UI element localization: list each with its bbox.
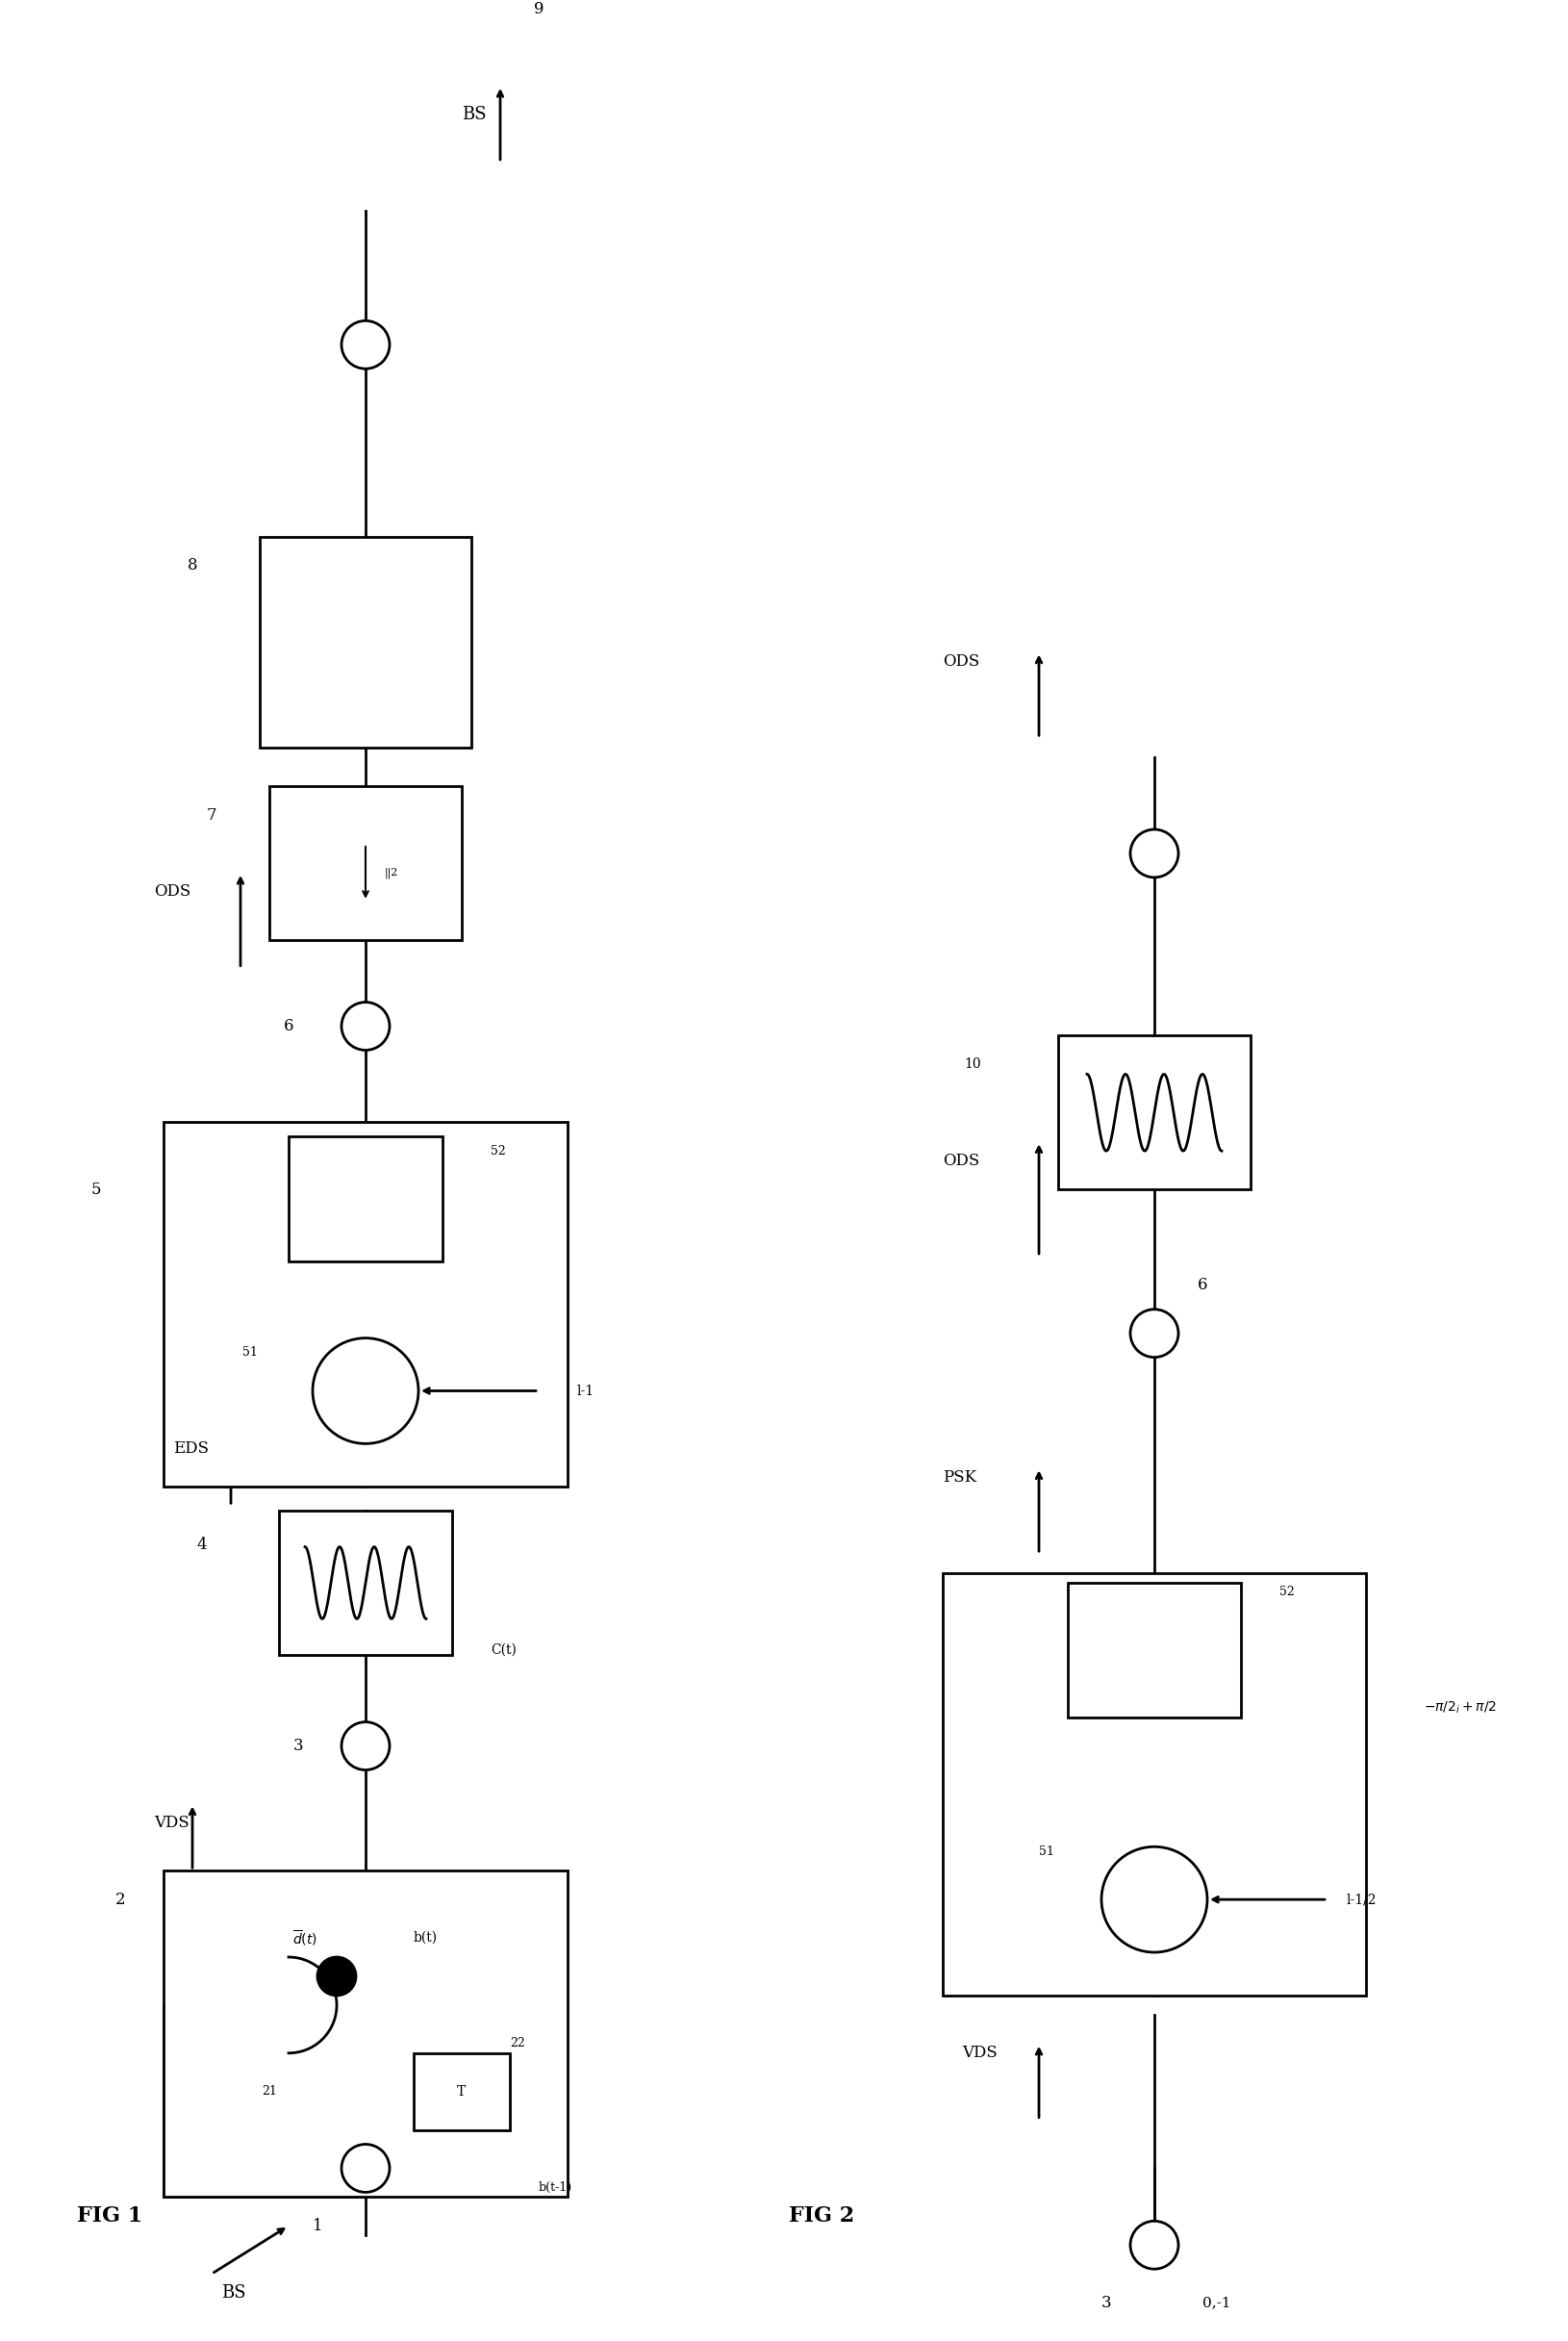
- Text: 21: 21: [262, 2086, 278, 2098]
- Text: l-1/2: l-1/2: [1345, 1894, 1377, 1906]
- Bar: [414, 2053, 510, 2130]
- Text: 5: 5: [91, 1182, 102, 1199]
- Text: ODS: ODS: [942, 653, 978, 670]
- Bar: [163, 1870, 568, 2198]
- Text: 3: 3: [1101, 2294, 1110, 2311]
- Text: ODS: ODS: [154, 883, 191, 899]
- Text: EDS: EDS: [172, 1440, 209, 1456]
- Circle shape: [317, 1957, 356, 1995]
- Circle shape: [342, 2144, 389, 2191]
- Text: ||2: ||2: [384, 866, 398, 878]
- Bar: [1068, 1583, 1240, 1718]
- Text: 7: 7: [207, 808, 216, 824]
- Text: BS: BS: [461, 105, 486, 124]
- Text: ODS: ODS: [942, 1152, 978, 1168]
- Text: 51: 51: [243, 1346, 257, 1358]
- Text: 9: 9: [533, 0, 544, 16]
- Text: 22: 22: [510, 2037, 525, 2051]
- Circle shape: [312, 1339, 419, 1444]
- Text: 6: 6: [284, 1018, 293, 1035]
- Text: FIG 2: FIG 2: [789, 2205, 855, 2226]
- Circle shape: [342, 321, 389, 370]
- Text: VDS: VDS: [154, 1814, 190, 1831]
- Text: $\overline{d}(t)$: $\overline{d}(t)$: [292, 1929, 317, 1948]
- Text: T: T: [456, 2086, 466, 2098]
- Circle shape: [342, 1723, 389, 1770]
- Text: 6: 6: [1196, 1278, 1207, 1295]
- Text: 4: 4: [196, 1536, 207, 1552]
- Circle shape: [1129, 829, 1178, 878]
- Bar: [260, 536, 470, 747]
- Text: $-\pi/2_i+\pi/2$: $-\pi/2_i+\pi/2$: [1422, 1700, 1496, 1716]
- Text: 52: 52: [491, 1145, 505, 1156]
- Text: PSK: PSK: [942, 1470, 975, 1487]
- Text: 10: 10: [964, 1058, 980, 1072]
- Text: 2: 2: [114, 1892, 125, 1908]
- Text: 3: 3: [293, 1737, 303, 1753]
- Text: 1: 1: [312, 2217, 323, 2233]
- Bar: [270, 787, 461, 939]
- Text: 52: 52: [1278, 1587, 1294, 1599]
- Bar: [1057, 1035, 1250, 1189]
- Text: VDS: VDS: [961, 2046, 997, 2062]
- Text: 51: 51: [1038, 1845, 1054, 1859]
- Circle shape: [1129, 1309, 1178, 1358]
- Text: l-1: l-1: [577, 1384, 594, 1398]
- Circle shape: [1129, 2222, 1178, 2268]
- Bar: [289, 1135, 442, 1262]
- Circle shape: [1101, 1847, 1206, 1952]
- Bar: [163, 1121, 568, 1487]
- Text: BS: BS: [221, 2285, 246, 2301]
- Bar: [942, 1573, 1366, 1995]
- Text: 0,-1: 0,-1: [1201, 2297, 1229, 2308]
- Text: 8: 8: [187, 557, 198, 574]
- Text: FIG 1: FIG 1: [77, 2205, 143, 2226]
- Bar: [279, 1510, 452, 1655]
- Text: C(t): C(t): [491, 1643, 516, 1657]
- Circle shape: [342, 1002, 389, 1051]
- Text: b(t-1): b(t-1): [538, 2182, 572, 2194]
- Text: b(t): b(t): [414, 1931, 437, 1945]
